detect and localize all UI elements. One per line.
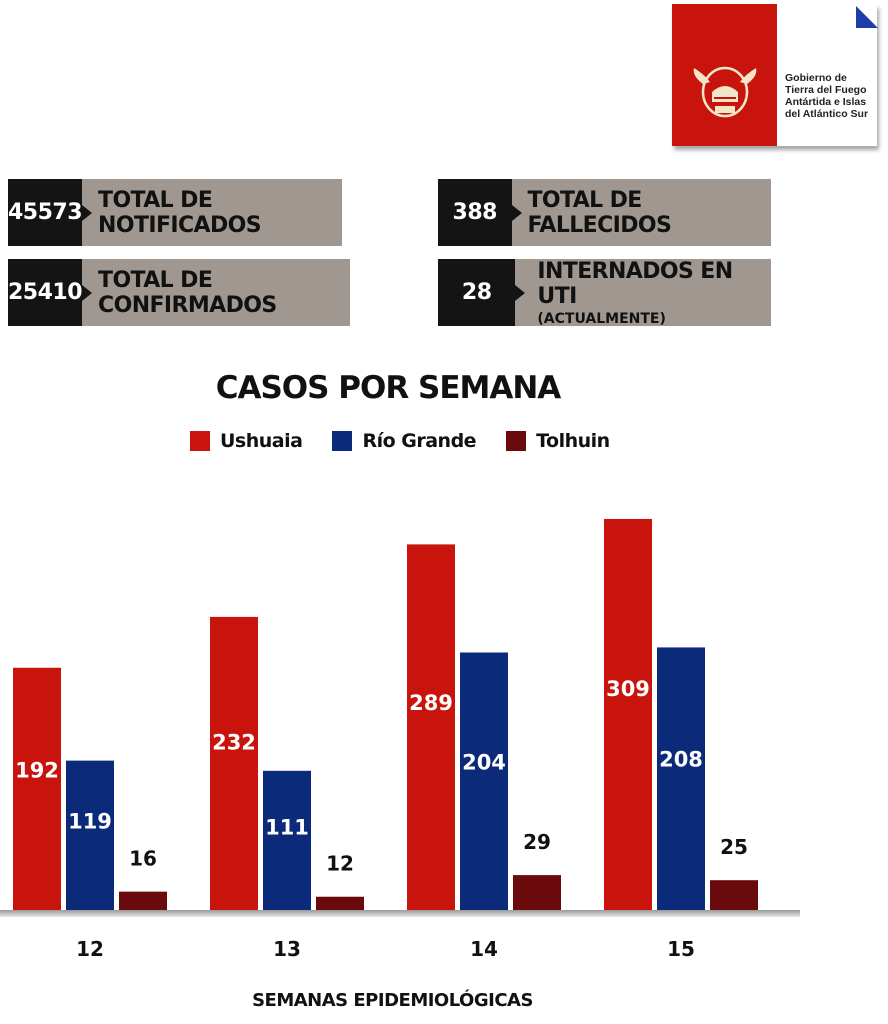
- stat-label: TOTAL DE FALLECIDOS: [527, 187, 672, 238]
- bar-chart: 192 119 16 232 111 12 289 204 29 309 208 25 12 13 14 1…: [0, 518, 800, 961]
- legend-label: Río Grande: [362, 430, 477, 452]
- bar-rio-grande-week-13: [263, 770, 311, 912]
- data-label-ushuaia-week-12: 192: [15, 759, 59, 783]
- chart-title: CASOS POR SEMANA: [215, 370, 562, 406]
- bar-tolhuin-week-13: [316, 896, 364, 912]
- x-tick-label: 13: [273, 937, 301, 961]
- stat-label: INTERNADOS EN UTI (ACTUALMENTE): [515, 258, 771, 327]
- legend-label: Tolhuin: [536, 430, 610, 452]
- logo-red-panel: [672, 4, 777, 146]
- coat-of-arms-icon: [693, 66, 757, 118]
- stat-label: TOTAL DE NOTIFICADOS: [98, 187, 262, 238]
- government-logo: Gobierno de Tierra del Fuego Antártida e…: [672, 4, 877, 146]
- data-label-tolhuin-week-15: 25: [720, 835, 748, 859]
- stat-value: 28: [438, 259, 516, 326]
- x-tick-label: 12: [76, 937, 104, 961]
- data-label-rio-grande-week-14: 204: [462, 750, 506, 774]
- legend-item-ushuaia: Ushuaia: [190, 430, 303, 452]
- bar-rio-grande-week-15: [657, 647, 705, 912]
- stat-value: 388: [438, 179, 512, 246]
- stat-value: 45573: [8, 179, 83, 246]
- chart-baseline: [0, 910, 800, 917]
- stat-notificados: 45573 TOTAL DE NOTIFICADOS: [8, 179, 342, 246]
- legend-swatch: [190, 431, 210, 451]
- logo-line-1: Gobierno de: [785, 72, 847, 84]
- data-label-ushuaia-week-15: 309: [606, 677, 650, 701]
- data-label-ushuaia-week-14: 289: [409, 691, 453, 715]
- data-label-rio-grande-week-15: 208: [659, 747, 703, 771]
- bar-rio-grande-week-14: [460, 652, 508, 912]
- stat-confirmados: 25410 TOTAL DE CONFIRMADOS: [8, 259, 350, 326]
- legend-swatch: [506, 431, 527, 451]
- chart-legend: Ushuaia Río Grande Tolhuin: [190, 430, 610, 452]
- x-tick-label: 14: [470, 937, 498, 961]
- legend-item-tolhuin: Tolhuin: [506, 430, 610, 452]
- corner-triangle-icon: [856, 6, 878, 28]
- logo-text: Gobierno de Tierra del Fuego Antártida e…: [785, 72, 868, 120]
- bar-ushuaia-week-15: [604, 518, 652, 912]
- bar-tolhuin-week-12: [119, 891, 167, 912]
- stat-sublabel: (ACTUALMENTE): [537, 310, 666, 327]
- data-label-rio-grande-week-12: 119: [68, 810, 112, 834]
- legend-label: Ushuaia: [220, 430, 303, 452]
- stat-label-main: INTERNADOS EN UTI: [537, 258, 733, 309]
- logo-line-2: Tierra del Fuego: [785, 84, 867, 96]
- stat-internados-uti: 28 INTERNADOS EN UTI (ACTUALMENTE): [438, 258, 771, 327]
- bar-ushuaia-week-14: [407, 544, 455, 912]
- legend-item-rio-grande: Río Grande: [332, 430, 477, 452]
- stat-fallecidos: 388 TOTAL DE FALLECIDOS: [438, 179, 771, 246]
- bar-tolhuin-week-14: [513, 875, 561, 912]
- bar-rio-grande-week-12: [66, 760, 114, 912]
- bar-tolhuin-week-15: [710, 880, 758, 912]
- x-tick-label: 15: [667, 937, 695, 961]
- stat-label: TOTAL DE CONFIRMADOS: [98, 267, 277, 318]
- data-label-tolhuin-week-13: 12: [326, 852, 354, 876]
- bar-ushuaia-week-12: [13, 667, 61, 912]
- legend-swatch: [332, 431, 353, 451]
- data-label-ushuaia-week-13: 232: [212, 731, 256, 755]
- data-label-rio-grande-week-13: 111: [265, 815, 309, 839]
- bar-ushuaia-week-13: [210, 616, 258, 912]
- stat-value: 25410: [8, 259, 83, 326]
- logo-line-3: Antártida e Islas: [785, 96, 867, 108]
- data-label-tolhuin-week-12: 16: [129, 847, 157, 871]
- data-label-tolhuin-week-14: 29: [523, 830, 551, 854]
- x-axis-title: SEMANAS EPIDEMIOLÓGICAS: [252, 990, 533, 1011]
- logo-line-4: del Atlántico Sur: [785, 108, 869, 120]
